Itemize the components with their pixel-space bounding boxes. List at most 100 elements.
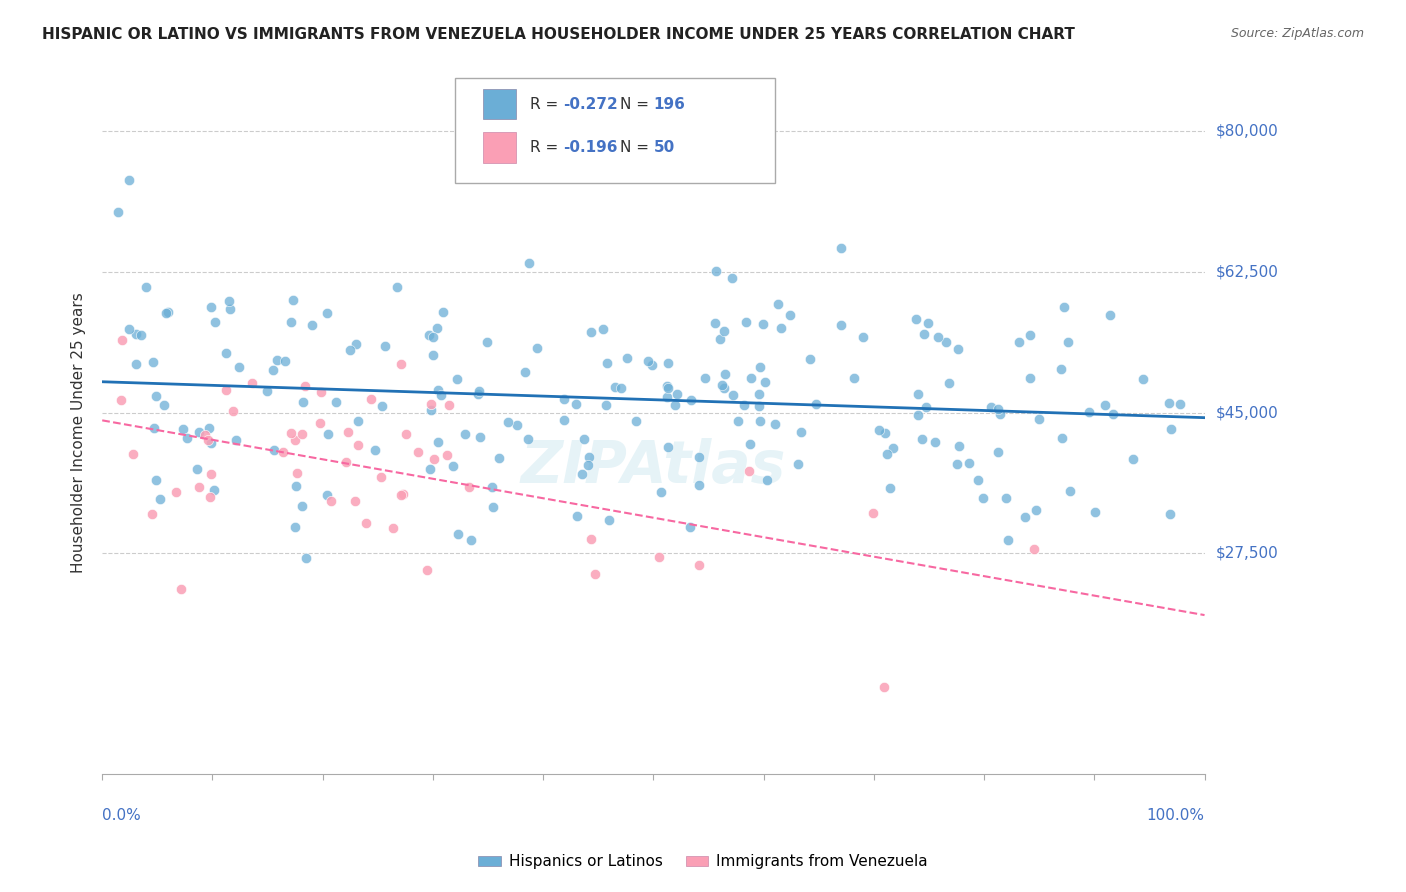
Point <box>966 473 988 487</box>
Point <box>988 407 1011 421</box>
Point <box>197 433 219 447</box>
Point <box>382 521 405 535</box>
Point <box>704 263 727 277</box>
Point <box>987 402 1010 417</box>
Point <box>419 403 441 417</box>
Point <box>481 480 503 494</box>
Point <box>271 445 294 459</box>
Point <box>292 395 315 409</box>
Point <box>385 280 408 294</box>
Point <box>187 480 209 494</box>
Point <box>997 533 1019 547</box>
Point <box>389 488 412 502</box>
Point <box>647 549 669 564</box>
Point <box>468 384 491 398</box>
Point <box>420 397 443 411</box>
Point <box>946 457 969 471</box>
Point <box>579 326 602 340</box>
Point <box>145 389 167 403</box>
Point <box>1102 407 1125 421</box>
Point <box>748 414 770 428</box>
Point <box>595 356 617 370</box>
Point <box>284 520 307 534</box>
Point <box>198 490 221 504</box>
Point <box>176 431 198 445</box>
Point <box>1019 327 1042 342</box>
Point <box>118 322 141 336</box>
Point <box>155 305 177 319</box>
Text: $45,000: $45,000 <box>1216 405 1278 420</box>
Point <box>595 398 617 412</box>
Point <box>477 334 499 349</box>
Point <box>316 427 339 442</box>
Point <box>862 506 884 520</box>
Point <box>1122 451 1144 466</box>
Point <box>637 353 659 368</box>
Point <box>1160 422 1182 436</box>
Text: 50: 50 <box>654 140 675 155</box>
Point <box>1159 508 1181 522</box>
Point <box>917 316 939 330</box>
Point <box>517 255 540 269</box>
Point <box>665 387 688 401</box>
Point <box>432 305 454 319</box>
Point <box>1025 503 1047 517</box>
Point <box>980 400 1002 414</box>
Point <box>688 478 710 492</box>
Point <box>460 533 482 547</box>
Point <box>938 376 960 390</box>
Point <box>215 345 238 359</box>
Point <box>624 413 647 427</box>
Point <box>553 392 575 406</box>
Point <box>1050 431 1073 445</box>
Point <box>842 370 865 384</box>
Point <box>727 414 749 428</box>
Text: $27,500: $27,500 <box>1216 546 1278 561</box>
Point <box>145 473 167 487</box>
Point <box>284 479 307 493</box>
Text: R =: R = <box>530 140 562 155</box>
Point <box>218 294 240 309</box>
Point <box>228 359 250 374</box>
Point <box>763 417 786 432</box>
Point <box>240 376 263 391</box>
Point <box>107 205 129 219</box>
Point <box>149 491 172 506</box>
Point <box>655 379 678 393</box>
Point <box>354 516 377 530</box>
Point <box>418 327 440 342</box>
Text: $80,000: $80,000 <box>1216 124 1278 139</box>
Text: ZIPAtlas: ZIPAtlas <box>520 438 786 495</box>
Point <box>194 428 217 442</box>
Point <box>592 321 614 335</box>
Point <box>389 357 412 371</box>
Point <box>657 356 679 370</box>
Point <box>316 488 339 502</box>
Point <box>370 470 392 484</box>
Point <box>482 500 505 514</box>
Point <box>924 435 946 450</box>
Point <box>927 330 949 344</box>
FancyBboxPatch shape <box>482 88 516 120</box>
Point <box>688 450 710 465</box>
Point <box>344 336 367 351</box>
Point <box>427 383 450 397</box>
Point <box>756 473 779 487</box>
Point <box>426 321 449 335</box>
Point <box>678 519 700 533</box>
Point <box>1077 405 1099 419</box>
Point <box>946 342 969 356</box>
Point <box>553 413 575 427</box>
Point <box>122 447 145 461</box>
Point <box>222 404 245 418</box>
Text: Source: ZipAtlas.com: Source: ZipAtlas.com <box>1230 27 1364 40</box>
Point <box>1157 396 1180 410</box>
Text: HISPANIC OR LATINO VS IMMIGRANTS FROM VENEZUELA HOUSEHOLDER INCOME UNDER 25 YEAR: HISPANIC OR LATINO VS IMMIGRANTS FROM VE… <box>42 27 1076 42</box>
Point <box>655 390 678 404</box>
Point <box>1008 335 1031 350</box>
Point <box>790 425 813 439</box>
Point <box>1059 483 1081 498</box>
Point <box>219 301 242 316</box>
Point <box>336 425 359 439</box>
Point <box>567 509 589 524</box>
